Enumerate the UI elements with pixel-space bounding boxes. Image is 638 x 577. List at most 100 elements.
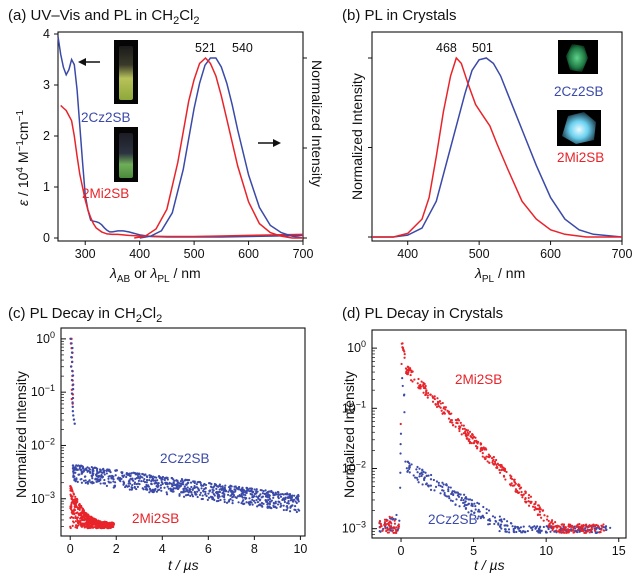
data-point-2mi2sb (391, 526, 394, 529)
x-tick-label: 4 (159, 542, 166, 556)
data-point-2cz2sb (81, 465, 84, 468)
data-point-2cz2sb (424, 483, 428, 486)
data-point-2mi2sb (564, 528, 567, 531)
data-point-2cz2sb (242, 502, 245, 506)
y-tick-label: 10−3 (31, 490, 55, 506)
data-point-2mi2sb (444, 408, 447, 411)
data-point-2cz2sb (206, 498, 209, 501)
data-point-2cz2sb (418, 475, 421, 478)
series-line-2mi2sb-pl (134, 56, 303, 239)
data-point-2cz2sb (223, 487, 226, 491)
data-point-2cz2sb (256, 505, 259, 508)
data-point-2mi2sb (576, 528, 579, 532)
data-point-2cz2sb (236, 495, 240, 498)
panel-d-label-2cz2sb: 2Cz2SB (428, 512, 478, 527)
data-point-2mi2sb (81, 507, 84, 510)
data-point-2cz2sb (165, 481, 168, 484)
data-point-2cz2sb (178, 493, 181, 496)
data-point-2cz2sb (423, 478, 426, 482)
data-point-2cz2sb (513, 525, 517, 528)
data-point-2mi2sb (510, 482, 513, 485)
data-point-2cz2sb (451, 490, 454, 493)
data-point-2cz2sb (418, 467, 421, 470)
data-point-2mi2sb (393, 526, 396, 530)
data-point-2mi2sb (401, 342, 404, 345)
data-point-2mi2sb (554, 521, 557, 524)
data-point-2cz2sb (422, 470, 425, 473)
data-point-2cz2sb (288, 510, 292, 513)
data-point-2cz2sb (112, 486, 115, 489)
data-point-2cz2sb (286, 506, 289, 510)
data-point-2mi2sb (111, 525, 114, 529)
data-point-2cz2sb (429, 488, 433, 491)
x-tick-label: 600 (540, 247, 561, 261)
data-point-2cz2sb (605, 528, 608, 531)
data-point-2cz2sb (218, 495, 221, 498)
data-point-2cz2sb (99, 482, 102, 485)
data-point-2mi2sb (582, 523, 585, 527)
data-point-2cz2sb (225, 501, 229, 504)
series-points-2mi2sb (69, 337, 115, 530)
data-point-2cz2sb (71, 387, 75, 391)
data-point-2cz2sb (182, 495, 186, 498)
x-tick-label: 5 (470, 544, 477, 558)
data-point-2mi2sb (593, 529, 597, 532)
data-point-2mi2sb (471, 433, 474, 436)
data-point-2cz2sb (250, 487, 254, 490)
data-point-2cz2sb (453, 490, 456, 493)
data-point-2cz2sb (260, 496, 263, 499)
data-point-2cz2sb (231, 499, 234, 502)
data-point-2cz2sb (71, 360, 74, 364)
data-point-2mi2sb (417, 386, 420, 389)
data-point-2mi2sb (70, 486, 73, 489)
data-point-2cz2sb (182, 487, 185, 490)
data-point-2cz2sb (494, 520, 498, 523)
data-point-2mi2sb (451, 421, 454, 424)
data-point-2mi2sb (538, 513, 542, 516)
data-point-2cz2sb (156, 479, 159, 482)
data-point-2cz2sb (379, 530, 382, 533)
panel-c-title: (c) PL Decay in CH2Cl2 (8, 305, 162, 325)
x-tick-label: 400 (129, 247, 150, 261)
data-point-2mi2sb (508, 483, 512, 486)
data-point-2mi2sb (488, 461, 491, 464)
data-point-2cz2sb (79, 478, 82, 481)
data-point-2mi2sb (583, 531, 586, 534)
data-point-2cz2sb (256, 500, 260, 504)
data-point-2cz2sb (172, 490, 175, 493)
data-point-2cz2sb (462, 493, 466, 496)
data-point-2mi2sb (484, 447, 487, 450)
panel-c: (c) PL Decay in CH2Cl2 0 2 4 6 8 10 10−3 10−2 10… (8, 305, 307, 573)
data-point-2mi2sb (425, 389, 428, 392)
data-point-2cz2sb (71, 409, 75, 413)
data-point-2cz2sb (126, 472, 130, 476)
data-point-2cz2sb (172, 484, 175, 487)
data-point-2mi2sb (463, 432, 467, 435)
data-point-2mi2sb (388, 515, 391, 518)
data-point-2cz2sb (424, 471, 427, 474)
data-point-2mi2sb (81, 512, 84, 515)
data-point-2cz2sb (152, 490, 155, 494)
data-point-2mi2sb (541, 509, 545, 512)
data-point-2cz2sb (448, 497, 451, 500)
x-tick-label: 8 (251, 542, 258, 556)
data-point-2mi2sb (84, 522, 87, 525)
data-point-2cz2sb (293, 508, 296, 511)
panel-c-ylabel: Normalized Intensity (13, 371, 29, 498)
data-point-2mi2sb (437, 401, 440, 404)
data-point-2mi2sb (567, 531, 570, 534)
data-point-2mi2sb (85, 525, 88, 528)
series-points-2cz2sb (378, 377, 612, 534)
data-point-2cz2sb (91, 477, 94, 480)
data-point-2cz2sb (157, 475, 160, 478)
data-point-2cz2sb (265, 491, 268, 494)
data-point-2cz2sb (279, 495, 283, 498)
data-point-2mi2sb (591, 524, 594, 527)
data-point-2mi2sb (400, 362, 403, 366)
data-point-2cz2sb (178, 494, 181, 497)
data-point-2cz2sb (245, 497, 248, 500)
data-point-2cz2sb (134, 477, 137, 480)
data-point-2cz2sb (244, 491, 247, 494)
data-point-2cz2sb (401, 384, 404, 388)
data-point-2cz2sb (499, 525, 502, 528)
